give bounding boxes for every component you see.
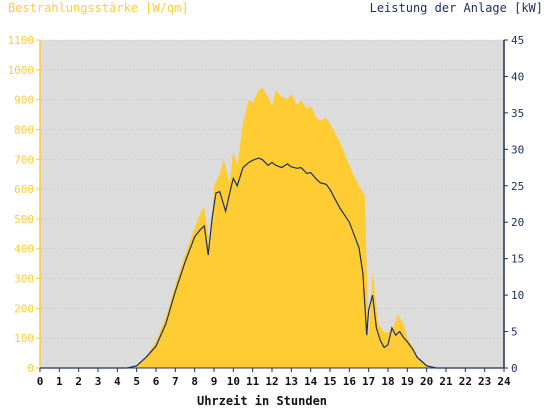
right-tick-label: 45: [511, 34, 524, 47]
right-tick-label: 5: [511, 326, 518, 339]
left-tick-label: 600: [14, 183, 34, 196]
x-tick-label: 16: [343, 375, 357, 388]
x-tick-label: 9: [211, 375, 218, 388]
right-tick-label: 0: [511, 362, 518, 375]
left-tick-label: 200: [14, 302, 34, 315]
left-ticks: 0 100 200 300 400 500 600 700 800 900 1000 1100: [8, 34, 40, 375]
x-tick-label: 1: [56, 375, 63, 388]
left-tick-label: 900: [14, 94, 34, 107]
x-tick-label: 5: [133, 375, 140, 388]
x-tick-label: 3: [95, 375, 102, 388]
right-tick-label: 40: [511, 70, 524, 83]
x-tick-label: 2: [75, 375, 82, 388]
title-left: Bestrahlungsstärke [W/qm]: [8, 1, 189, 15]
right-tick-label: 35: [511, 107, 524, 120]
left-tick-label: 800: [14, 123, 34, 136]
right-tick-label: 30: [511, 143, 524, 156]
title-right: Leistung der Anlage [kW]: [370, 1, 543, 15]
right-tick-label: 15: [511, 253, 524, 266]
left-tick-label: 0: [27, 362, 34, 375]
left-tick-label: 1100: [8, 34, 35, 47]
x-tick-label: 22: [459, 375, 472, 388]
x-tick-label: 21: [439, 375, 453, 388]
x-tick-label: 23: [478, 375, 491, 388]
right-tick-label: 20: [511, 216, 524, 229]
x-tick-label: 10: [227, 375, 240, 388]
x-tick-label: 18: [381, 375, 394, 388]
x-tick-label: 19: [401, 375, 414, 388]
left-tick-label: 1000: [8, 64, 35, 77]
power-line: [40, 157, 504, 369]
x-tick-label: 24: [497, 375, 511, 388]
left-tick-label: 700: [14, 153, 34, 166]
right-tick-label: 10: [511, 289, 524, 302]
left-tick-label: 500: [14, 213, 34, 226]
x-tick-label: 12: [265, 375, 278, 388]
x-tick-label: 11: [246, 375, 260, 388]
x-tick-label: 6: [153, 375, 160, 388]
x-tick-label: 15: [323, 375, 336, 388]
x-tick-label: 7: [172, 375, 179, 388]
irradiance-area: [40, 87, 504, 369]
x-axis-label: Uhrzeit in Stunden: [197, 394, 327, 408]
right-ticks: 0 5 10 15 20 25 30 35 40 45: [504, 34, 524, 375]
x-tick-label: 8: [191, 375, 198, 388]
x-tick-label: 20: [420, 375, 433, 388]
x-tick-label: 4: [114, 375, 121, 388]
left-tick-label: 300: [14, 273, 34, 286]
x-ticks: 0 1 2 3 4 5 6 7 8 9 10 11 12 13 14 15 16 17 18 19 20 21 22 23 24: [37, 368, 511, 388]
left-tick-label: 100: [14, 332, 34, 345]
x-tick-label: 0: [37, 375, 44, 388]
x-tick-label: 17: [362, 375, 375, 388]
x-tick-label: 13: [285, 375, 298, 388]
x-tick-label: 14: [304, 375, 318, 388]
left-tick-label: 400: [14, 243, 34, 256]
right-tick-label: 25: [511, 180, 524, 193]
